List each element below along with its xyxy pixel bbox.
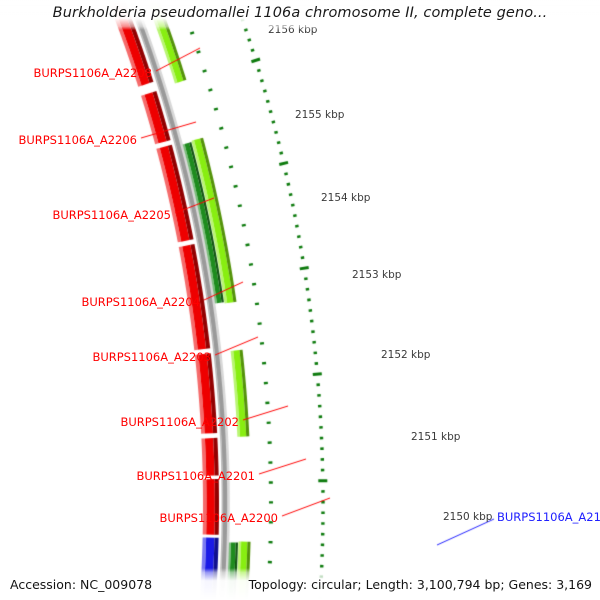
gene-label-burps1106a_a2205[interactable]: BURPS1106A_A2205	[52, 208, 171, 222]
ruler-tick-label: 2155 kbp	[295, 109, 345, 121]
ruler-tick-label: 2154 kbp	[321, 192, 371, 204]
ruler-tick-label: 2152 kbp	[381, 349, 431, 361]
gene-label-burps1106a_a2203[interactable]: BURPS1106A_A2203	[92, 350, 211, 364]
gene-label-burps1106a_a2204[interactable]: BURPS1106A_A2204	[81, 295, 200, 309]
gene-label-burps1106a_a2199[interactable]: BURPS1106A_A2199	[497, 510, 600, 524]
gene-label-burps1106a_a2200[interactable]: BURPS1106A_A2200	[159, 511, 278, 525]
ruler-tick-label: 2151 kbp	[411, 431, 461, 443]
ruler-tick-label: 2153 kbp	[352, 269, 402, 281]
ruler-tick-label: 2150 kbp	[443, 511, 493, 523]
ruler-tick-label: 2156 kbp	[268, 24, 318, 36]
gene-label-burps1106a_a2208[interactable]: BURPS1106A_A2208	[33, 66, 152, 80]
gene-label-burps1106a_a2201[interactable]: BURPS1106A_A2201	[136, 469, 255, 483]
gene-label-burps1106a_a2202[interactable]: BURPS1106A_A2202	[120, 415, 239, 429]
gene-label-burps1106a_a2206[interactable]: BURPS1106A_A2206	[18, 133, 137, 147]
